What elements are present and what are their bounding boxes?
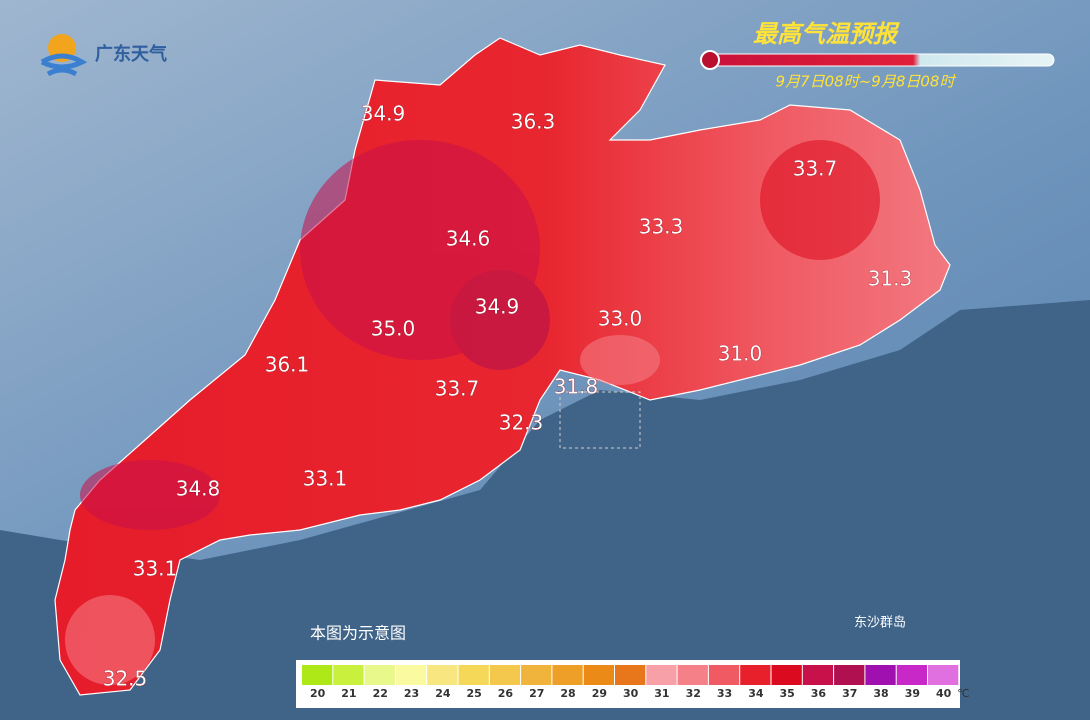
legend: 20 21 22 23 24 25 26 27 28 29 30 31 32 33 34 35 36 37 38 39…: [302, 665, 970, 700]
legend-swatch: [865, 665, 896, 685]
legend-label: 38: [873, 687, 888, 700]
legend-label: 24: [435, 687, 451, 700]
legend-swatch: [834, 665, 865, 685]
legend-swatch: [458, 665, 489, 685]
station-value: 36.1: [265, 353, 310, 377]
legend-swatch: [583, 665, 614, 685]
legend-label: 34: [748, 687, 764, 700]
legend-label: 20: [310, 687, 326, 700]
station-value: 31.0: [718, 342, 763, 366]
legend-swatch: [928, 665, 959, 685]
legend-unit: ℃: [957, 687, 969, 700]
legend-label: 21: [341, 687, 356, 700]
islands-label: 东沙群岛: [854, 615, 906, 631]
legend-label: 31: [654, 687, 669, 700]
legend-label: 39: [905, 687, 920, 700]
logo-wave: [40, 53, 88, 77]
legend-label: 23: [404, 687, 419, 700]
legend-label: 36: [811, 687, 827, 700]
legend-swatch: [333, 665, 364, 685]
title-bar: [701, 53, 1055, 67]
legend-swatch: [615, 665, 646, 685]
legend-label: 37: [842, 687, 857, 700]
legend-swatch: [896, 665, 927, 685]
station-value: 34.9: [475, 295, 520, 319]
logo-text: 广东天气: [95, 43, 167, 65]
legend-swatch: [489, 665, 521, 685]
legend-label: 28: [560, 687, 575, 700]
title: 最高气温预报: [753, 20, 900, 48]
legend-label: 29: [592, 687, 607, 700]
legend-label: 33: [717, 687, 732, 700]
station-value: 35.0: [371, 317, 416, 341]
station-value: 32.5: [103, 667, 148, 691]
legend-label: 30: [623, 687, 639, 700]
legend-label: 25: [466, 687, 481, 700]
hk-macao-box: [559, 391, 641, 449]
station-value: 33.3: [639, 215, 684, 239]
legend-swatch: [521, 665, 552, 685]
legend-swatch: [364, 665, 395, 685]
station-value: 33.1: [303, 467, 348, 491]
legend-swatch: [395, 665, 427, 685]
legend-label: 22: [373, 687, 388, 700]
note: 本图为示意图: [310, 624, 406, 643]
legend-swatch: [302, 665, 333, 685]
station-value: 34.6: [446, 227, 491, 251]
legend-swatch: [552, 665, 583, 685]
stations: 34.9 36.3 33.7 34.6 33.3 31.3 34.9 35.0 33.0 36.1…: [102, 101, 913, 691]
title-bulb: [700, 50, 720, 70]
legend-swatch: [771, 665, 802, 685]
station-value: 33.7: [793, 157, 838, 181]
station-value: 31.8: [554, 375, 599, 399]
legend-swatch: [802, 665, 834, 685]
period: 9月7日08时~9月8日08时: [776, 73, 957, 91]
station-value: 36.3: [511, 110, 556, 134]
station-value: 33.7: [435, 377, 480, 401]
station-value: 34.8: [176, 477, 221, 501]
legend-label: 26: [498, 687, 514, 700]
station-value: 34.9: [361, 102, 406, 126]
station-value: 32.3: [499, 411, 544, 435]
hot-zones: [65, 140, 880, 685]
legend-swatch: [677, 665, 708, 685]
legend-label: 40: [936, 687, 952, 700]
station-value: 33.0: [598, 307, 643, 331]
legend-label: 32: [686, 687, 701, 700]
legend-swatch: [740, 665, 771, 685]
legend-swatch: [708, 665, 740, 685]
station-value: 31.3: [868, 267, 913, 291]
legend-label: 27: [529, 687, 544, 700]
station-value: 33.1: [133, 557, 178, 581]
legend-swatch: [427, 665, 458, 685]
legend-label: 35: [779, 687, 794, 700]
legend-swatch: [646, 665, 677, 685]
